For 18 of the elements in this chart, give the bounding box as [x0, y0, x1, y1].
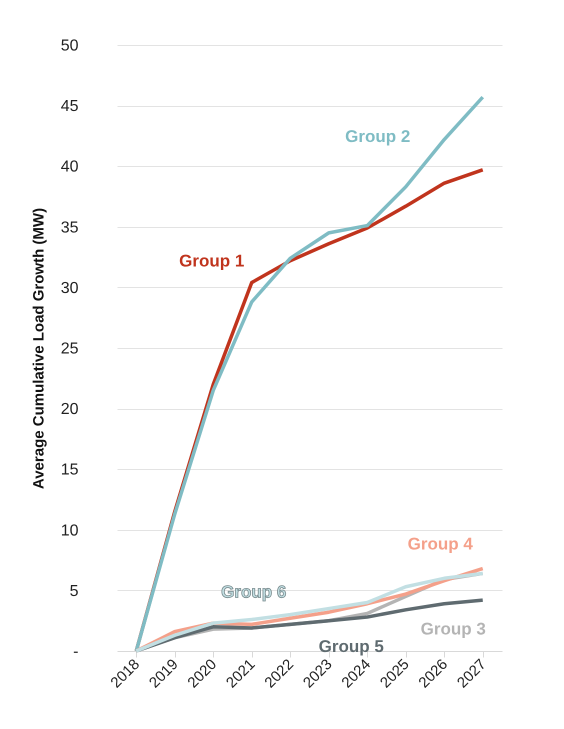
y-tick-label: 15 [60, 462, 79, 479]
y-tick-label: 35 [60, 219, 79, 236]
series-label: Group 1 [179, 252, 244, 271]
y-tick-label: 5 [70, 582, 79, 600]
series-label: Group 4 [408, 534, 474, 554]
y-tick-label: - [73, 644, 78, 660]
y-tick-label: 20 [60, 401, 79, 418]
y-axis-title: Average Cumulative Load Growth (MW) [30, 208, 48, 490]
y-tick-label: 40 [60, 158, 79, 176]
y-tick-label: 30 [60, 280, 79, 297]
y-tick-label: 50 [60, 38, 79, 54]
series-label: Group 5 [318, 637, 384, 656]
y-tick-label: 25 [60, 340, 79, 358]
y-tick-label: 45 [60, 98, 79, 116]
series-label: Group 3 [420, 619, 486, 638]
series-label: Group 2 [345, 126, 410, 146]
y-tick-label: 10 [60, 522, 79, 540]
series-label: Group 6 [221, 582, 286, 602]
